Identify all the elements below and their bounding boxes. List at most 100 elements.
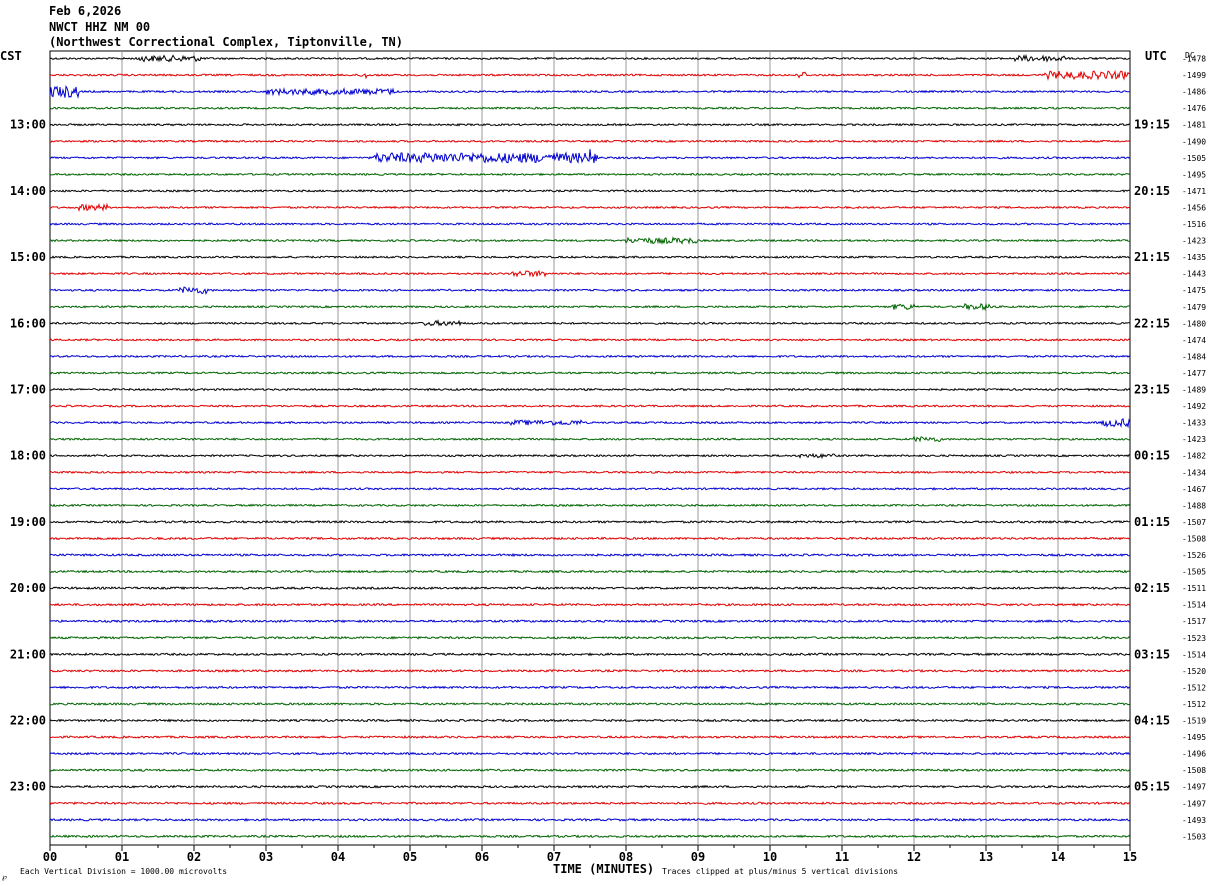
trace-row: [49, 768, 1131, 773]
trace-row: [49, 735, 1131, 740]
trace-row: [49, 685, 1131, 690]
x-tick-label: 05: [403, 850, 417, 864]
trace-row: [49, 470, 1131, 475]
dc-offset-label: -1511: [1182, 584, 1206, 593]
dc-offset-label: -1488: [1182, 501, 1206, 510]
trace-row: [49, 417, 1131, 429]
trace-row: [49, 269, 1131, 278]
trace-row: [49, 286, 1131, 295]
x-tick-label: 04: [331, 850, 345, 864]
trace-row: [49, 338, 1131, 342]
trace-row: [49, 139, 1131, 144]
trace-row: [49, 371, 1131, 375]
cst-hour-label: 19:00: [10, 515, 46, 529]
dc-offset-label: -1512: [1182, 700, 1206, 709]
trace-row: [49, 202, 1131, 213]
trace-row: [49, 319, 1131, 327]
dc-offset-label: -1476: [1182, 104, 1206, 113]
dc-offset-label: -1482: [1182, 452, 1206, 461]
trace-row: [49, 69, 1131, 81]
dc-offset-label: -1507: [1182, 518, 1206, 527]
dc-offset-label: -1495: [1182, 170, 1206, 179]
dc-offset-label: -1477: [1182, 369, 1206, 378]
dc-offset-label: -1433: [1182, 419, 1206, 428]
x-tick-label: 10: [763, 850, 777, 864]
x-tick-label: 15: [1123, 850, 1137, 864]
dc-offset-label: -1497: [1182, 799, 1206, 808]
trace-row: [49, 106, 1131, 110]
trace-row: [49, 172, 1131, 177]
utc-hour-labels: 19:15 20:15 21:15 22:15 23:15 00:15 01:15 02:15…: [1134, 118, 1170, 794]
trace-row: [49, 189, 1130, 193]
trace-row: [50, 255, 1131, 260]
dc-offset-label: -1499: [1182, 71, 1206, 80]
cst-hour-label: 21:00: [10, 647, 46, 661]
dc-offset-label: -1526: [1182, 551, 1206, 560]
trace-row: [49, 619, 1131, 624]
x-tick-label: 06: [475, 850, 489, 864]
cst-hour-label: 20:00: [10, 581, 46, 595]
time-axis: 00 01 02 03 04 05 06 07 08 09 10 11 12 13 14 15: [43, 845, 1137, 864]
dc-offset-label: -1505: [1182, 568, 1206, 577]
trace-row: [49, 569, 1130, 574]
dc-offset-label: -1435: [1182, 253, 1206, 262]
trace-row: [50, 519, 1131, 525]
trace-row: [49, 834, 1131, 839]
dc-offset-label: -1423: [1182, 237, 1206, 246]
location-label: (Northwest Correctional Complex, Tiptonv…: [49, 35, 404, 49]
cst-hour-labels: 13:00 14:00 15:00 16:00 17:00 18:00 19:00 20:00…: [10, 118, 46, 794]
dc-offset-label: -1480: [1182, 319, 1206, 328]
grid-lines: [121, 51, 1059, 845]
trace-row: [49, 222, 1131, 226]
trace-row: [49, 552, 1130, 558]
dc-offset-label: -1523: [1182, 634, 1206, 643]
clip-note: Traces clipped at plus/minus 5 vertical …: [662, 867, 898, 876]
utc-hour-label: 00:15: [1134, 449, 1170, 463]
x-tick-label: 01: [115, 850, 129, 864]
trace-row: [49, 536, 1131, 541]
dc-offset-labels: -1478 -1499 -1486 -1476 -1481 -1490 -1505 -1495…: [1182, 55, 1206, 842]
trace-row: [49, 122, 1131, 127]
dc-offset-label: -1512: [1182, 683, 1206, 692]
dc-offset-label: -1508: [1182, 534, 1206, 543]
date-label: Feb 6,2026: [49, 4, 122, 18]
trace-row: [49, 602, 1131, 607]
dc-offset-label: -1490: [1182, 137, 1206, 146]
trace-row: [49, 817, 1131, 822]
utc-hour-label: 21:15: [1134, 250, 1170, 264]
utc-hour-label: 05:15: [1134, 780, 1170, 794]
utc-hour-label: 23:15: [1134, 383, 1170, 397]
dc-offset-label: -1474: [1182, 336, 1206, 345]
station-label: NWCT HHZ NM 00: [49, 20, 151, 34]
utc-label: UTC: [1145, 49, 1167, 63]
cst-hour-label: 22:00: [10, 714, 46, 728]
dc-offset-label: -1443: [1182, 270, 1206, 279]
dc-offset-label: -1471: [1182, 187, 1206, 196]
dc-offset-label: -1503: [1182, 832, 1206, 841]
cst-hour-label: 13:00: [10, 118, 46, 132]
dc-offset-label: -1423: [1182, 435, 1206, 444]
x-tick-label: 07: [547, 850, 561, 864]
dc-offset-label: -1516: [1182, 220, 1206, 229]
trace-row: [49, 84, 1131, 99]
cst-hour-label: 16:00: [10, 316, 46, 330]
trace-row: [49, 784, 1131, 789]
x-tick-label: 03: [259, 850, 273, 864]
dc-offset-label: -1489: [1182, 386, 1206, 395]
scale-note: Each Vertical Division = 1000.00 microvo…: [20, 867, 227, 876]
cst-label: CST: [0, 49, 22, 63]
trace-row: [49, 452, 1131, 460]
cst-hour-label: 23:00: [10, 780, 46, 794]
cst-hour-label: 15:00: [10, 250, 46, 264]
utc-hour-label: 02:15: [1134, 581, 1170, 595]
dc-offset-label: -1456: [1182, 203, 1206, 212]
utc-hour-label: 22:15: [1134, 316, 1170, 330]
trace-row: [49, 701, 1131, 706]
x-tick-label: 13: [979, 850, 993, 864]
trace-row: [49, 635, 1131, 640]
trace-row: [49, 668, 1131, 673]
trace-row: [49, 486, 1131, 491]
dc-offset-label: -1514: [1182, 601, 1206, 610]
trace-row: [49, 387, 1131, 392]
x-axis-label: TIME (MINUTES): [553, 862, 654, 876]
